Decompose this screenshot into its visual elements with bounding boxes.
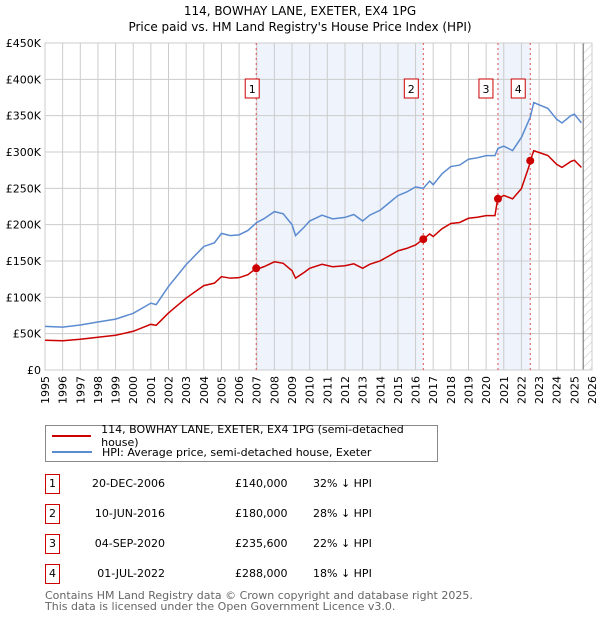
sale-hpi-diff: 28% ↓ HPI bbox=[313, 507, 372, 520]
x-tick-label: 2009 bbox=[286, 376, 299, 404]
legend-swatch-blue bbox=[52, 451, 92, 453]
sale-price: £288,000 bbox=[235, 567, 288, 580]
sale-label-box bbox=[478, 78, 494, 99]
x-tick-label: 1999 bbox=[110, 376, 123, 404]
x-tick-label: 1996 bbox=[57, 376, 70, 404]
x-tick-label: 2022 bbox=[515, 376, 528, 404]
sale-price: £140,000 bbox=[235, 477, 288, 490]
hpi-line bbox=[44, 101, 582, 328]
sale-date: 10-JUN-2016 bbox=[94, 507, 165, 520]
sale-number-badge: 4 bbox=[45, 564, 60, 584]
sale-date: 20-DEC-2006 bbox=[91, 477, 165, 490]
x-tick-label: 2023 bbox=[533, 376, 546, 404]
sale-date: 04-SEP-2020 bbox=[94, 537, 165, 550]
x-tick-label: 2013 bbox=[357, 376, 370, 404]
x-tick-label: 2025 bbox=[568, 376, 581, 404]
x-tick-label: 2000 bbox=[127, 376, 140, 404]
y-tick-label: £300K bbox=[6, 146, 42, 159]
sale-row: 1 20-DEC-2006 £140,000 32% ↓ HPI bbox=[45, 474, 465, 494]
sale-number-badge: 1 bbox=[45, 474, 60, 494]
legend-item-property: 114, BOWHAY LANE, EXETER, EX4 1PG (semi-… bbox=[52, 423, 437, 449]
sale-date: 01-JUL-2022 bbox=[97, 567, 165, 580]
footer-copyright: Contains HM Land Registry data © Crown c… bbox=[45, 589, 473, 602]
footer-licence: This data is licensed under the Open Gov… bbox=[45, 600, 396, 613]
x-tick-label: 2019 bbox=[462, 376, 475, 404]
sale-hpi-diff: 32% ↓ HPI bbox=[313, 477, 372, 490]
x-tick-label: 2006 bbox=[233, 376, 246, 404]
legend-swatch-red bbox=[52, 435, 92, 437]
x-tick-label: 1995 bbox=[39, 376, 52, 404]
y-tick-label: £200K bbox=[6, 219, 42, 232]
chart-subtitle: Price paid vs. HM Land Registry's House … bbox=[128, 20, 472, 34]
x-tick-label: 2024 bbox=[551, 376, 564, 404]
sale-label-box bbox=[244, 78, 260, 99]
y-tick-label: £0 bbox=[27, 364, 41, 377]
sale-label: 3 bbox=[482, 83, 489, 96]
x-tick-label: 2018 bbox=[445, 376, 458, 404]
x-tick-label: 2008 bbox=[268, 376, 281, 404]
x-tick-label: 2004 bbox=[198, 376, 211, 404]
price-chart: 1995 1996 1997 1998 1999 2000 2001 2002 2003 2004… bbox=[6, 37, 599, 404]
sale-row: 3 04-SEP-2020 £235,600 22% ↓ HPI bbox=[45, 534, 465, 554]
y-tick-label: £450K bbox=[6, 37, 42, 50]
y-tick-label: £50K bbox=[13, 328, 42, 341]
y-tick-label: £150K bbox=[6, 255, 42, 268]
plot-border bbox=[44, 42, 593, 371]
sale-hpi-diff: 22% ↓ HPI bbox=[313, 537, 372, 550]
legend-item-hpi: HPI: Average price, semi-detached house,… bbox=[52, 444, 371, 460]
legend-label: 114, BOWHAY LANE, EXETER, EX4 1PG (semi-… bbox=[101, 423, 404, 449]
x-tick-label: 2017 bbox=[427, 376, 440, 404]
property-line bbox=[44, 149, 582, 342]
sale-number-badge: 2 bbox=[45, 504, 60, 524]
sale-label-box bbox=[510, 78, 526, 99]
chart-title: 114, BOWHAY LANE, EXETER, EX4 1PG bbox=[183, 4, 417, 18]
sale-label: 2 bbox=[408, 83, 415, 96]
sale-label: 4 bbox=[515, 83, 522, 96]
x-tick-label: 2003 bbox=[180, 376, 193, 404]
sale-point bbox=[252, 264, 261, 273]
sale-number-badge: 3 bbox=[45, 534, 60, 554]
sale-price: £235,600 bbox=[235, 537, 288, 550]
x-tick-label: 2010 bbox=[304, 376, 317, 404]
x-tick-label: 2012 bbox=[339, 376, 352, 404]
sale-point bbox=[419, 235, 428, 244]
x-tick-label: 2001 bbox=[145, 376, 158, 404]
y-tick-label: £100K bbox=[6, 291, 42, 304]
chart-legend: 114, BOWHAY LANE, EXETER, EX4 1PG (semi-… bbox=[45, 423, 438, 462]
x-tick-label: 2026 bbox=[586, 376, 599, 404]
legend-label: HPI: Average price, semi-detached house,… bbox=[102, 445, 372, 459]
sale-label-box bbox=[403, 78, 419, 99]
x-tick-label: 2005 bbox=[215, 376, 228, 404]
sale-row: 4 01-JUL-2022 £288,000 18% ↓ HPI bbox=[45, 564, 465, 584]
sale-point bbox=[493, 194, 502, 203]
y-tick-label: £350K bbox=[6, 110, 42, 123]
x-tick-label: 2016 bbox=[410, 376, 423, 404]
sale-point bbox=[526, 156, 535, 165]
sale-label: 1 bbox=[249, 83, 256, 96]
x-tick-label: 2002 bbox=[163, 376, 176, 404]
sale-price: £180,000 bbox=[235, 507, 288, 520]
y-tick-label: £250K bbox=[6, 182, 42, 195]
forecast-hatch bbox=[583, 43, 592, 370]
x-tick-label: 2021 bbox=[498, 376, 511, 404]
x-tick-label: 1998 bbox=[92, 376, 105, 404]
x-tick-label: 1997 bbox=[74, 376, 87, 404]
y-tick-label: £400K bbox=[6, 73, 42, 86]
sale-hpi-diff: 18% ↓ HPI bbox=[313, 567, 372, 580]
sale-row: 2 10-JUN-2016 £180,000 28% ↓ HPI bbox=[45, 504, 465, 524]
x-tick-label: 2011 bbox=[321, 376, 334, 404]
shaded-period bbox=[256, 43, 424, 370]
x-tick-label: 2015 bbox=[392, 376, 405, 404]
x-tick-label: 2007 bbox=[251, 376, 264, 404]
x-tick-label: 2014 bbox=[374, 376, 387, 404]
x-tick-label: 2020 bbox=[480, 376, 493, 404]
